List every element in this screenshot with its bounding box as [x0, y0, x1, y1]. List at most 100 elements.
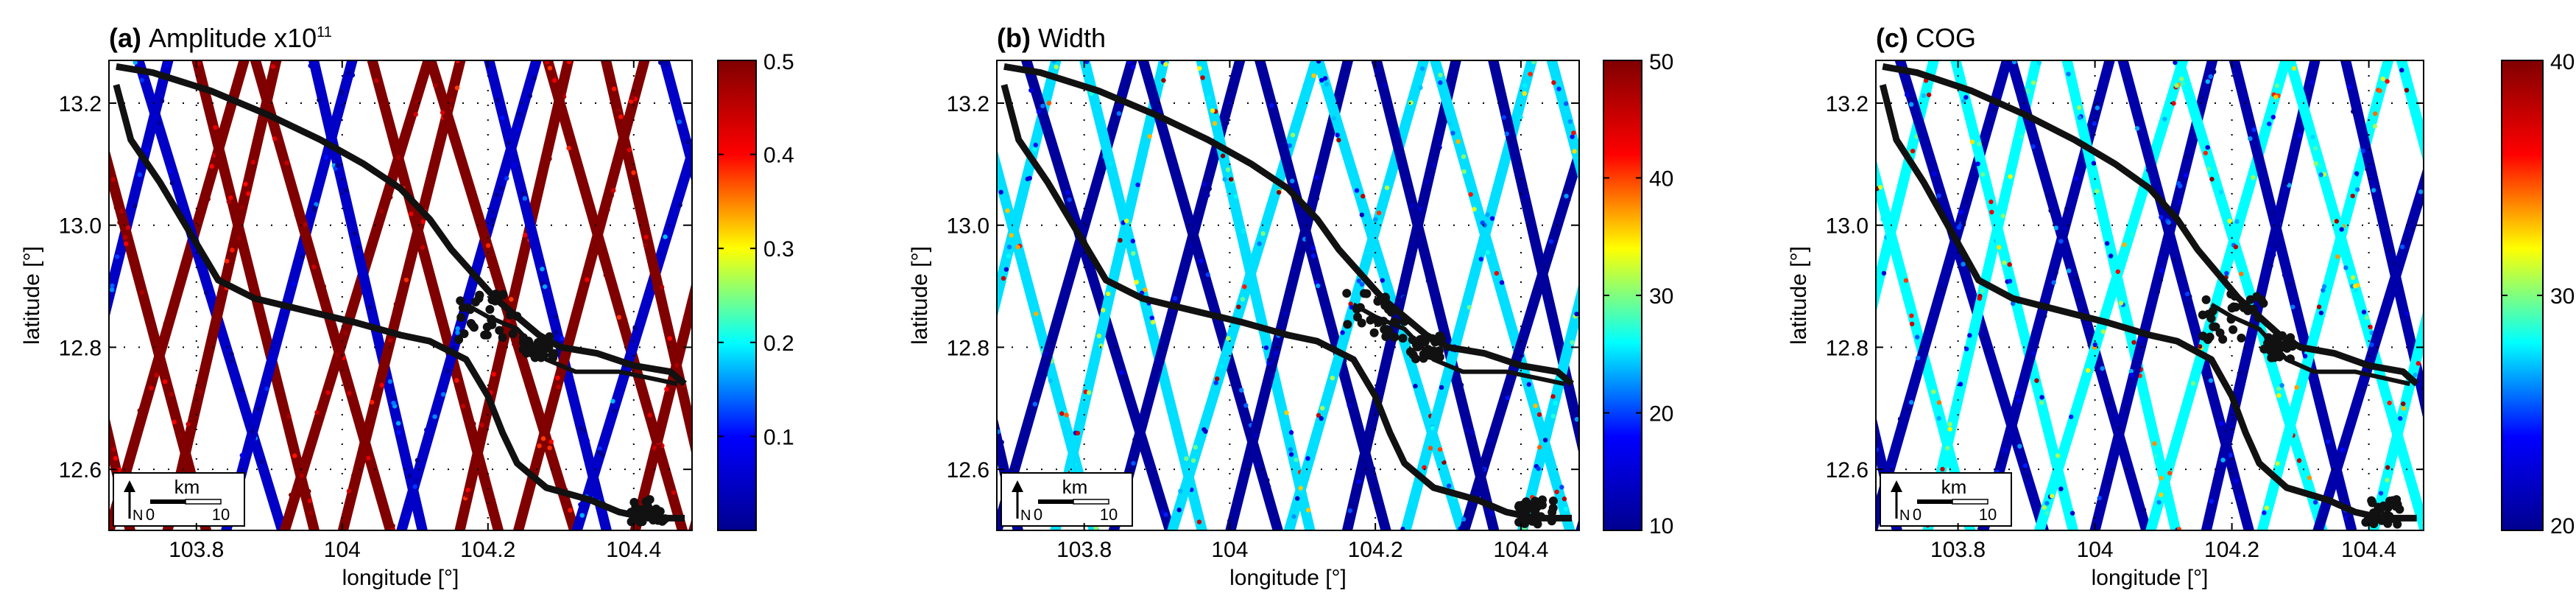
track-point: [1526, 382, 1531, 387]
x-axis-label: longitude [°]: [2092, 566, 2209, 590]
north-label: N: [1020, 508, 1031, 524]
track-cluster: [1352, 312, 1362, 322]
track-point: [2388, 247, 2393, 253]
track-point: [1447, 121, 1453, 126]
track-point: [1269, 103, 1274, 108]
track-point: [1266, 88, 1271, 94]
track-point: [712, 234, 716, 239]
track-point: [1166, 331, 1171, 337]
track-point: [1818, 502, 1822, 507]
track-cluster: [469, 323, 479, 332]
track-point: [1200, 75, 1205, 80]
track-point: [2485, 89, 2489, 94]
track-point: [684, 409, 689, 415]
track-point: [2250, 121, 2256, 126]
track-cluster: [490, 296, 500, 306]
track-point: [1220, 153, 1226, 158]
track-point: [1881, 270, 1887, 276]
track-point: [2223, 429, 2229, 434]
track-point: [923, 138, 928, 142]
track-point: [2072, 276, 2078, 281]
track-point: [331, 324, 337, 329]
track-point: [1159, 496, 1164, 502]
track-point: [998, 189, 1003, 195]
track-point: [1156, 359, 1161, 365]
track-point: [2463, 79, 2468, 83]
track-point: [808, 284, 813, 288]
track-point: [677, 203, 682, 208]
track-swath: [1876, 415, 1903, 530]
track-point: [137, 408, 142, 413]
title-superscript: 11: [317, 24, 332, 41]
track-point: [1054, 64, 1059, 70]
track-point: [412, 484, 417, 489]
track-point: [2325, 439, 2331, 444]
track-point: [1964, 200, 1969, 206]
track-point: [2273, 94, 2279, 99]
track-cluster: [2267, 353, 2276, 362]
plot-area: [1818, 60, 2499, 530]
track-point: [259, 459, 264, 464]
track-point: [272, 340, 278, 345]
track-swath: [688, 517, 692, 530]
track-point: [1032, 147, 1037, 152]
track-point: [2283, 180, 2289, 186]
track-point: [2318, 172, 2323, 178]
track-cluster: [2254, 313, 2263, 323]
track-point: [660, 424, 666, 429]
track-point: [1240, 297, 1246, 302]
track-point: [2008, 174, 2013, 179]
track-point: [1163, 62, 1168, 67]
track-point: [1485, 212, 1490, 217]
track-point: [60, 484, 64, 488]
track-point: [810, 122, 814, 127]
track-point: [1432, 163, 1437, 168]
track-point: [2404, 311, 2410, 316]
track-point: [2276, 393, 2282, 399]
lake-outline-north: [1882, 63, 2419, 387]
track-point: [1834, 253, 1838, 257]
track-point: [2316, 304, 2322, 309]
track-swath: [1137, 60, 1284, 530]
track-point: [1014, 463, 1019, 469]
track-point: [197, 73, 203, 78]
track-point: [1287, 143, 1292, 148]
track-swath: [629, 281, 692, 530]
track-point: [1905, 407, 1910, 412]
scale-bar: Nkm 0 10: [113, 472, 245, 527]
track-cluster: [2211, 322, 2220, 331]
track-point: [2448, 497, 2452, 501]
track-point: [801, 139, 805, 144]
track-cluster: [470, 297, 480, 306]
track-point: [229, 351, 234, 357]
track-point: [509, 297, 514, 302]
track-point: [2007, 262, 2012, 267]
track-point: [1695, 259, 1700, 264]
track-point: [1566, 197, 1571, 203]
track-point: [2438, 471, 2442, 475]
track-point: [2176, 527, 2182, 530]
track-point: [709, 241, 713, 245]
track-point: [1096, 333, 1102, 339]
track-swath: [1876, 60, 2013, 530]
track-point: [2495, 485, 2499, 489]
track-point: [1255, 462, 1260, 467]
track-point: [1055, 161, 1060, 166]
track-point: [1316, 413, 1321, 418]
track-point: [1693, 128, 1697, 133]
track-point: [1347, 508, 1353, 513]
track-point: [1927, 318, 1933, 323]
track-point: [1686, 313, 1690, 317]
track-point: [712, 233, 716, 237]
track-point: [392, 324, 398, 330]
track-point: [1991, 108, 1997, 113]
track-point: [1188, 234, 1193, 239]
track-point: [2270, 211, 2276, 216]
track-swath: [396, 60, 542, 530]
track-point: [1242, 284, 1247, 290]
track-point: [1718, 58, 1722, 63]
track-point: [1956, 225, 1961, 230]
track-point: [1205, 192, 1210, 198]
track-point: [1668, 494, 1673, 499]
track-point: [385, 110, 390, 115]
